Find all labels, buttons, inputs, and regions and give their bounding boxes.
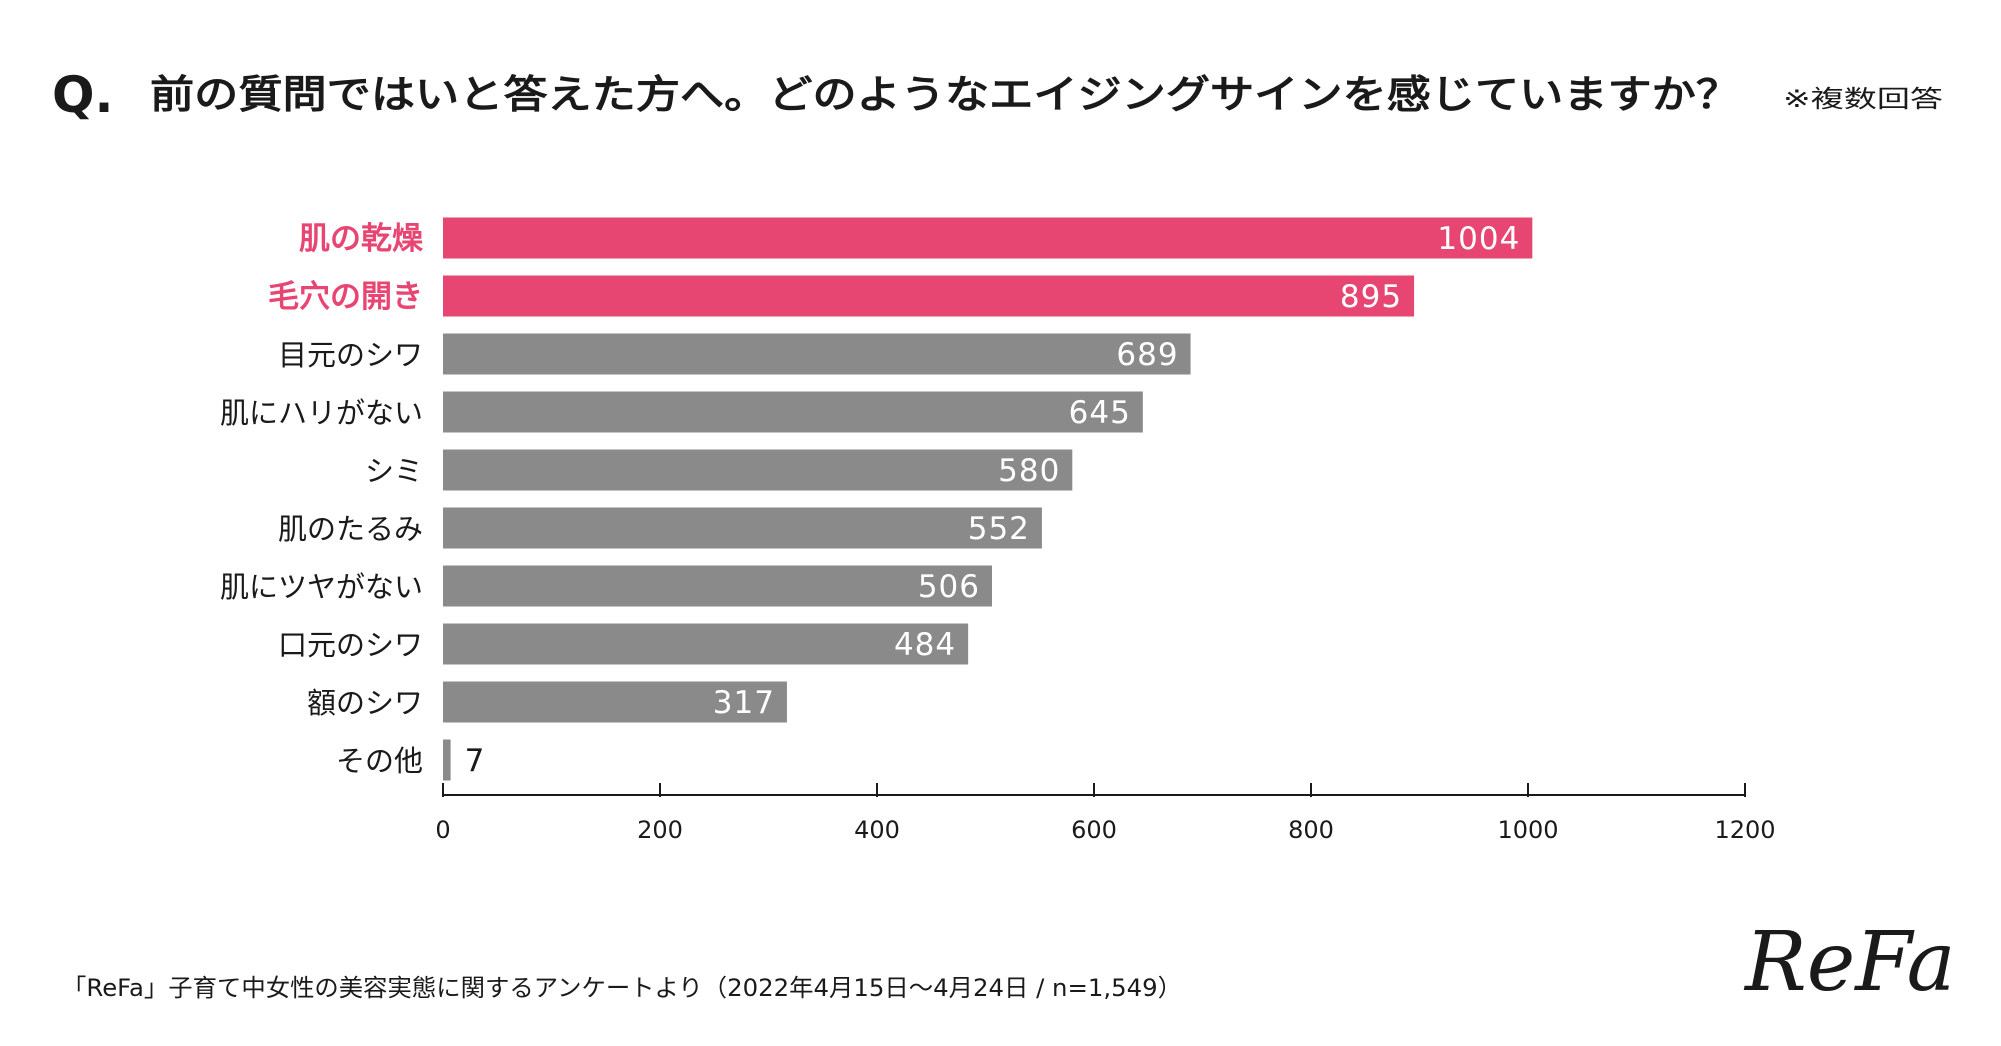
bar-9 (443, 739, 451, 781)
category-label-2: 目元のシワ (278, 338, 423, 372)
x-tick-label-4: 800 (1288, 816, 1334, 844)
source-note: 「ReFa」子育て中女性の美容実態に関するアンケートより（2022年4月15日〜… (62, 974, 1182, 1002)
bar-0 (443, 217, 1533, 259)
value-label-5: 552 (968, 511, 1030, 547)
category-label-0: 肌の乾燥 (299, 221, 424, 257)
category-label-4: シミ (365, 454, 423, 488)
value-label-1: 895 (1340, 279, 1402, 315)
value-label-6: 506 (918, 569, 980, 605)
bar-3 (443, 391, 1143, 433)
value-label-2: 689 (1116, 337, 1178, 373)
bar-8 (443, 681, 787, 723)
x-tick-label-6: 1200 (1714, 816, 1775, 844)
category-labels: 肌の乾燥毛穴の開き目元のシワ肌にハリがないシミ肌のたるみ肌にツヤがない口元のシワ… (220, 221, 424, 778)
question-prefix: Q. (52, 66, 114, 124)
x-tick-label-1: 200 (637, 816, 683, 844)
bar-2 (443, 333, 1191, 375)
value-label-9: 7 (465, 743, 486, 779)
chart-subtitle: ※複数回答 (1783, 85, 1943, 113)
value-label-8: 317 (713, 685, 775, 721)
x-tick-label-5: 1000 (1497, 816, 1558, 844)
category-label-3: 肌にハリがない (220, 396, 423, 430)
category-label-7: 口元のシワ (278, 628, 423, 662)
x-tick-label-0: 0 (435, 816, 450, 844)
x-tick-label-3: 600 (1071, 816, 1117, 844)
bars-group (443, 217, 1533, 781)
brand-logo: ReFa (1743, 915, 1956, 1010)
category-label-8: 額のシワ (307, 686, 423, 720)
bar-7 (443, 623, 969, 665)
x-tick-label-2: 400 (854, 816, 900, 844)
bar-1 (443, 275, 1415, 317)
value-label-7: 484 (894, 627, 956, 663)
bar-6 (443, 565, 993, 607)
value-label-0: 1004 (1437, 221, 1520, 257)
value-label-3: 645 (1069, 395, 1131, 431)
category-label-5: 肌のたるみ (278, 512, 423, 546)
chart-title: 前の質問ではいと答えた方へ。どのようなエイジングサインを感じていますか？ (150, 73, 1740, 118)
bar-4 (443, 449, 1073, 491)
category-label-1: 毛穴の開き (268, 279, 423, 315)
x-axis: 0 200 400 600 800 1000 1200 (435, 783, 1776, 844)
category-label-9: その他 (336, 744, 423, 778)
bar-5 (443, 507, 1042, 549)
value-label-4: 580 (998, 453, 1060, 489)
category-label-6: 肌にツヤがない (220, 570, 423, 604)
